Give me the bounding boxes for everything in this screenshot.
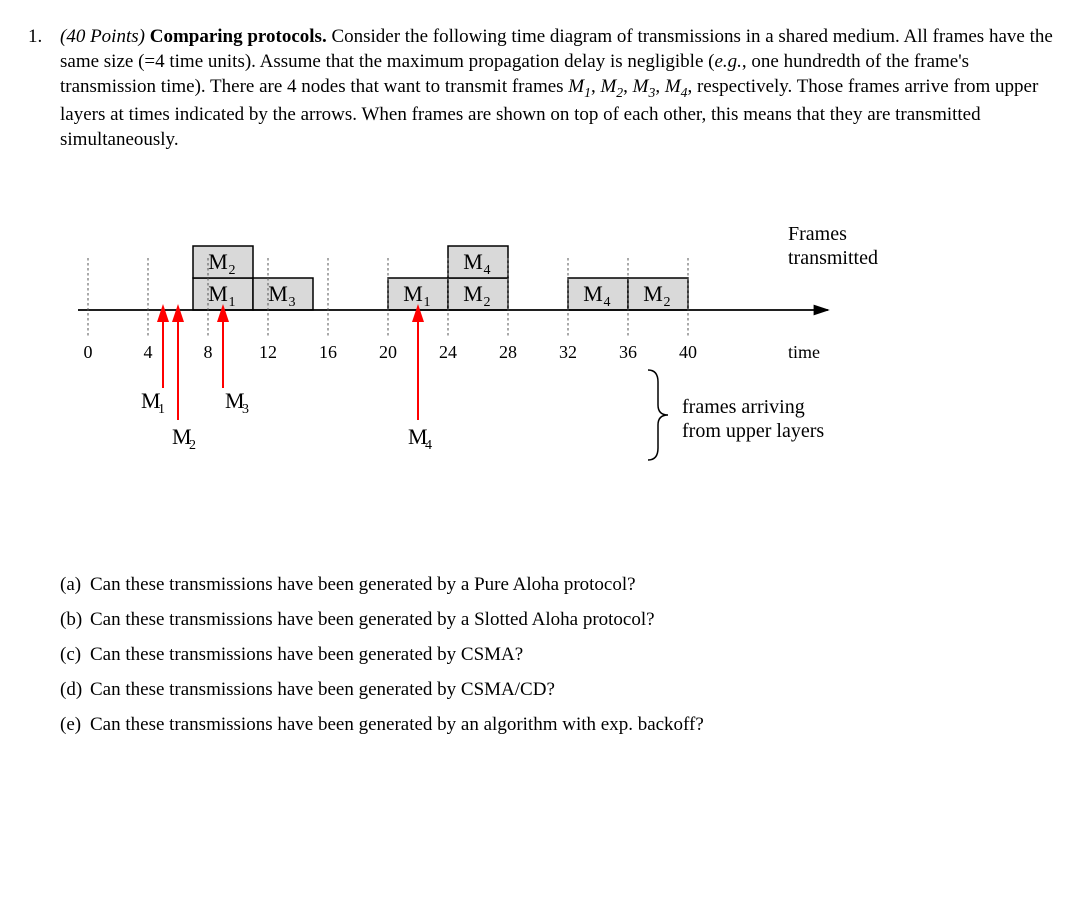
subpart-e-label: (e) <box>60 712 90 737</box>
svg-text:8: 8 <box>204 342 213 362</box>
subpart-c: (c) Can these transmissions have been ge… <box>60 642 1059 667</box>
svg-text:20: 20 <box>379 342 397 362</box>
subpart-b-label: (b) <box>60 607 90 632</box>
svg-text:40: 40 <box>679 342 697 362</box>
svg-text:M: M <box>208 281 228 306</box>
svg-text:3: 3 <box>242 402 249 417</box>
svg-text:M: M <box>208 249 228 274</box>
svg-text:28: 28 <box>499 342 517 362</box>
subpart-a-label: (a) <box>60 572 90 597</box>
subpart-c-text: Can these transmissions have been genera… <box>90 642 523 667</box>
svg-text:36: 36 <box>619 342 637 362</box>
svg-text:1: 1 <box>229 295 236 310</box>
svg-text:2: 2 <box>189 438 196 453</box>
problem-number: 1. <box>28 24 60 152</box>
svg-text:transmitted: transmitted <box>788 247 878 269</box>
problem-title: Comparing protocols. <box>150 26 327 47</box>
subpart-d-label: (d) <box>60 677 90 702</box>
svg-text:M: M <box>463 281 483 306</box>
problem-body: (40 Points) Comparing protocols. Conside… <box>60 24 1059 152</box>
subpart-e: (e) Can these transmissions have been ge… <box>60 712 1059 737</box>
svg-text:Frames: Frames <box>788 223 847 245</box>
points-label: (40 Points) <box>60 26 145 47</box>
svg-text:2: 2 <box>484 295 491 310</box>
svg-text:4: 4 <box>144 342 153 362</box>
svg-text:M: M <box>643 281 663 306</box>
svg-text:M: M <box>583 281 603 306</box>
svg-text:4: 4 <box>604 295 611 310</box>
m3: M <box>633 76 649 97</box>
m1-sub: 1 <box>584 85 591 100</box>
svg-text:1: 1 <box>424 295 431 310</box>
subpart-e-text: Can these transmissions have been genera… <box>90 712 704 737</box>
subpart-a: (a) Can these transmissions have been ge… <box>60 572 1059 597</box>
m4: M <box>665 76 681 97</box>
subpart-c-label: (c) <box>60 642 90 667</box>
comma3: , <box>655 76 665 97</box>
svg-text:3: 3 <box>289 295 296 310</box>
m1: M <box>568 76 584 97</box>
svg-text:24: 24 <box>439 342 457 362</box>
diagram-svg: M1M2M3M1M2M4M4M20481216202428323640timeF… <box>28 200 908 532</box>
subpart-a-text: Can these transmissions have been genera… <box>90 572 636 597</box>
svg-text:M: M <box>268 281 288 306</box>
svg-text:from upper layers: from upper layers <box>682 420 824 442</box>
subpart-d: (d) Can these transmissions have been ge… <box>60 677 1059 702</box>
svg-text:0: 0 <box>84 342 93 362</box>
svg-text:4: 4 <box>425 438 432 453</box>
svg-text:time: time <box>788 342 820 362</box>
svg-text:16: 16 <box>319 342 337 362</box>
svg-text:2: 2 <box>664 295 671 310</box>
eg: e.g. <box>714 51 741 72</box>
svg-text:frames arriving: frames arriving <box>682 396 805 418</box>
subparts: (a) Can these transmissions have been ge… <box>28 572 1059 737</box>
svg-text:M: M <box>463 249 483 274</box>
time-diagram: M1M2M3M1M2M4M4M20481216202428323640timeF… <box>28 200 1059 532</box>
subpart-d-text: Can these transmissions have been genera… <box>90 677 555 702</box>
svg-text:32: 32 <box>559 342 577 362</box>
comma2: , <box>623 76 633 97</box>
svg-text:4: 4 <box>484 263 491 278</box>
svg-text:M: M <box>403 281 423 306</box>
svg-text:1: 1 <box>158 402 165 417</box>
subpart-b-text: Can these transmissions have been genera… <box>90 607 655 632</box>
m2: M <box>600 76 616 97</box>
svg-text:2: 2 <box>229 263 236 278</box>
svg-text:12: 12 <box>259 342 277 362</box>
problem-statement: 1. (40 Points) Comparing protocols. Cons… <box>28 24 1059 152</box>
subpart-b: (b) Can these transmissions have been ge… <box>60 607 1059 632</box>
